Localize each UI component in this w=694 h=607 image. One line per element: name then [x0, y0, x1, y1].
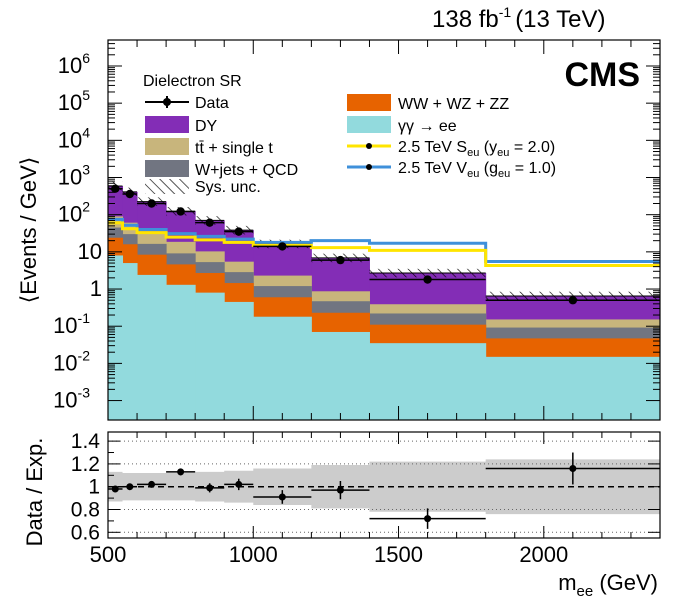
legend-label-ttbar: tt̄ + single t	[195, 140, 273, 157]
y-tick-label: 10-3	[53, 385, 90, 413]
legend-entry-gammagamma: γγ → ee	[347, 116, 457, 135]
bar-gammagamma	[137, 274, 167, 420]
legend-swatch-gammagamma	[347, 116, 391, 133]
legend-label-diboson: WW + WZ + ZZ	[398, 96, 509, 113]
legend-label-data: Data	[195, 95, 229, 112]
legend-entry-ttbar: tt̄ + single t	[145, 138, 273, 157]
legend-label-wjets: W+jets + QCD	[195, 162, 298, 179]
legend-swatch-dy	[145, 116, 189, 133]
legend: Data DY tt̄ + single t W+jets + QCD Sys.…	[145, 94, 556, 196]
bar-gammagamma	[122, 263, 138, 420]
legend-entry-sys: Sys. unc.	[145, 179, 261, 196]
ratio-point	[424, 515, 432, 523]
main-frame	[107, 39, 661, 421]
bar-gammagamma	[224, 301, 254, 420]
ratio-point	[569, 464, 577, 472]
bar-gammagamma	[195, 292, 225, 420]
y-tick-label: 103	[58, 162, 90, 190]
ratio-y-tick-label: 1.2	[71, 453, 100, 476]
legend-swatch-wjets	[145, 160, 189, 177]
bar-gammagamma	[253, 316, 312, 420]
bar-gammagamma	[166, 284, 196, 420]
cms-label: CMS	[564, 56, 640, 94]
lumi-label: 138 fb-1 (13 TeV)	[432, 4, 605, 33]
data-point	[147, 199, 156, 208]
ratio-point	[336, 486, 344, 494]
legend-entry-dy: DY	[145, 116, 218, 135]
ratio-y-tick-label: 1	[88, 476, 100, 499]
ratio-point	[126, 483, 134, 491]
data-point	[336, 255, 345, 265]
data-point	[423, 275, 432, 284]
signal-lines	[108, 217, 660, 267]
y-tick-label: 10-2	[53, 347, 90, 375]
bar-gammagamma	[311, 331, 370, 420]
y-tick-label: 10	[78, 239, 102, 264]
ratio-point	[148, 480, 156, 488]
legend-label-vector: 2.5 TeV Veu (geu = 1.0)	[398, 160, 556, 180]
ratio-point	[278, 493, 286, 501]
main-axes: 10-3 10-2 10-11 10 102 103 104 105 106	[53, 39, 661, 420]
stack-bars	[108, 186, 661, 420]
legend-entry-diboson: WW + WZ + ZZ	[347, 94, 509, 113]
ratio-y-tick-label: 1.4	[71, 430, 101, 453]
ratio-point	[206, 484, 214, 492]
bar-gammagamma	[108, 255, 124, 420]
data-point	[111, 184, 120, 193]
main-ylabel: ⟨Events / GeV⟩	[16, 157, 41, 304]
data-point	[205, 218, 214, 227]
ratio-y-tick-label: 0.6	[71, 521, 100, 544]
y-tick-label: 106	[58, 50, 90, 78]
ratio-point	[177, 468, 185, 476]
legend-swatch-sys	[145, 179, 189, 194]
x-tick-label: 2000	[519, 542, 568, 567]
ratio-point	[111, 485, 119, 493]
x-tick-label: 1000	[229, 542, 278, 567]
ratio-point	[235, 480, 243, 488]
ratio-gridlines	[108, 440, 660, 533]
signal-line-vector	[108, 217, 660, 264]
ratio-panel: 0.60.811.21.4 500 1000 1500 2000 Data / Exp.…	[22, 430, 661, 600]
ratio-ylabel: Data / Exp.	[22, 438, 47, 547]
y-tick-label: 105	[58, 87, 90, 115]
signal-line-scalar	[108, 221, 660, 267]
y-tick-label: 102	[58, 199, 90, 227]
y-tick-label: 10-1	[53, 310, 90, 338]
x-tick-label: 500	[90, 542, 127, 567]
legend-entry-vector: 2.5 TeV Veu (geu = 1.0)	[347, 160, 556, 180]
y-tick-label: 1	[90, 276, 102, 301]
legend-label-dy: DY	[195, 118, 218, 135]
data-points	[108, 184, 660, 305]
bar-gammagamma	[369, 343, 487, 420]
bar-gammagamma	[485, 356, 661, 420]
ratio-frame	[107, 431, 661, 539]
legend-label-sys: Sys. unc.	[195, 179, 261, 196]
main-panel: 10-3 10-2 10-11 10 102 103 104 105 106 CMS Diele…	[16, 39, 661, 421]
legend-entry-data: Data	[145, 95, 229, 112]
legend-label-gammagamma: γγ → ee	[398, 118, 457, 135]
y-tick-label: 104	[58, 124, 90, 152]
legend-swatch-ttbar	[145, 138, 189, 155]
data-point	[176, 207, 185, 216]
data-point	[234, 227, 243, 236]
ratio-points	[108, 452, 660, 529]
legend-swatch-diboson	[347, 94, 391, 111]
legend-entry-scalar: 2.5 TeV Seu (yeu = 2.0)	[347, 139, 555, 159]
region-label: Dielectron SR	[143, 73, 242, 90]
data-point	[568, 296, 578, 305]
legend-label-scalar: 2.5 TeV Seu (yeu = 2.0)	[398, 139, 555, 159]
ratio-axes: 0.60.811.21.4 500 1000 1500 2000	[71, 430, 661, 567]
data-point	[278, 242, 287, 251]
ratio-y-tick-label: 0.8	[71, 499, 100, 522]
x-tick-label: 1500	[374, 542, 423, 567]
data-point	[125, 189, 134, 199]
legend-entry-wjets: W+jets + QCD	[145, 160, 298, 179]
xlabel: mee (GeV)	[558, 570, 658, 600]
